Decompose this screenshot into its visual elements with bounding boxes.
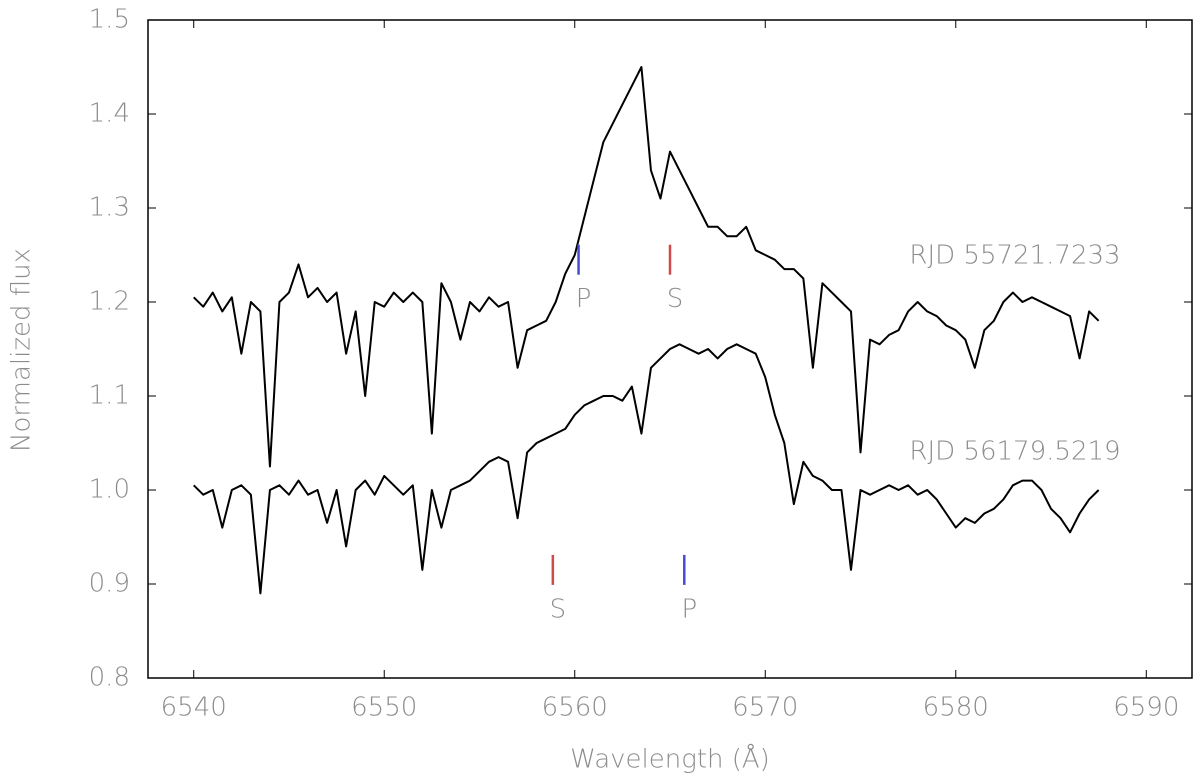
- x-tick-label: 6540: [161, 693, 227, 723]
- series-label: RJD 55721.7233: [909, 241, 1120, 271]
- spectrum-line: [193, 66, 1100, 468]
- y-axis-label: Normalized flux: [7, 248, 37, 452]
- x-tick-label: 6580: [923, 693, 989, 723]
- y-tick-label: 0.9: [89, 569, 130, 599]
- y-tick-label: 1.4: [89, 99, 130, 129]
- x-axis-label: Wavelength (Å): [570, 742, 770, 775]
- y-tick-label: 1.5: [89, 5, 130, 35]
- y-tick-label: 1.0: [89, 475, 130, 505]
- component-label: S: [550, 594, 567, 624]
- x-tick-label: 6590: [1113, 693, 1179, 723]
- component-label: S: [667, 284, 684, 314]
- x-tick-label: 6550: [351, 693, 417, 723]
- x-tick-label: 6570: [732, 693, 798, 723]
- spectrum-line: [193, 343, 1100, 595]
- component-label: P: [576, 284, 592, 314]
- plot-frame: [147, 19, 1193, 679]
- series-label: RJD 56179.5219: [909, 437, 1120, 467]
- y-tick-label: 1.3: [89, 193, 130, 223]
- y-tick-label: 1.2: [89, 287, 130, 317]
- component-label: P: [681, 594, 697, 624]
- y-tick-label: 1.1: [89, 381, 130, 411]
- y-tick-label: 0.8: [89, 663, 130, 693]
- x-tick-label: 6560: [542, 693, 608, 723]
